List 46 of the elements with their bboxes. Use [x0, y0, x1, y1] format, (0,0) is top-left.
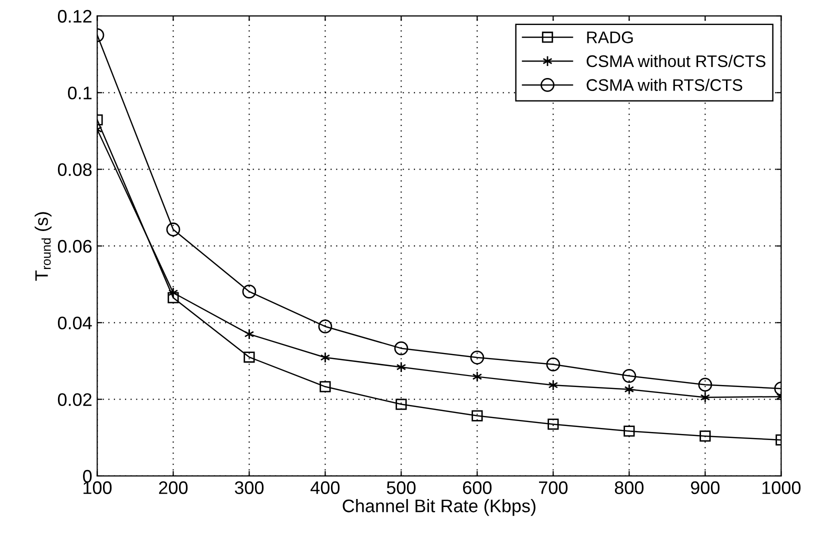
legend-label: RADG — [587, 31, 633, 44]
point — [470, 350, 484, 364]
y-axis-title: T$_{round}$ (s) — [34, 212, 52, 281]
legend-label: CSMA without RTS/CTS — [586, 54, 766, 68]
y-tick-label: 0.02 — [58, 393, 92, 406]
point — [320, 381, 331, 392]
x-tick-label: 800 — [614, 481, 644, 494]
x-tick-label: 100 — [84, 481, 112, 494]
y-tick-label: 0.12 — [58, 10, 92, 23]
x-tick-label: 500 — [386, 481, 416, 494]
x-axis-title: Channel Bit Rate (Kbps) — [342, 499, 536, 516]
point — [472, 371, 482, 382]
point — [318, 320, 332, 334]
x-tick-label: 900 — [690, 481, 720, 494]
point — [168, 287, 178, 298]
point — [624, 426, 635, 437]
x-tick-label: 600 — [463, 481, 492, 494]
point — [394, 341, 408, 356]
legend-label: CSMA with RTS/CTS — [586, 78, 742, 91]
x-tick-label: 300 — [234, 481, 264, 494]
point — [396, 362, 406, 373]
point — [698, 378, 712, 392]
point — [548, 418, 559, 430]
y-tick-label: 0 — [83, 470, 92, 483]
point — [166, 222, 180, 236]
point — [546, 357, 560, 372]
y-tick-label: 0.08 — [58, 163, 92, 176]
y-tick-label: 0.06 — [58, 240, 92, 253]
point — [168, 292, 179, 304]
point — [242, 284, 256, 299]
point — [244, 328, 254, 340]
point — [548, 380, 558, 391]
point — [472, 410, 483, 422]
point — [622, 368, 636, 383]
x-tick-label: 700 — [539, 481, 568, 494]
point — [700, 430, 711, 442]
y-tick-label: 0.04 — [58, 316, 92, 330]
point — [244, 352, 255, 363]
point — [700, 392, 710, 403]
point — [624, 384, 634, 395]
x-tick-label: 200 — [159, 481, 188, 494]
x-tick-label: 1000 — [762, 481, 801, 494]
x-tick-label: 400 — [310, 481, 340, 494]
point — [396, 398, 407, 410]
y-tick-label: 0.1 — [68, 86, 92, 100]
point — [320, 352, 330, 364]
